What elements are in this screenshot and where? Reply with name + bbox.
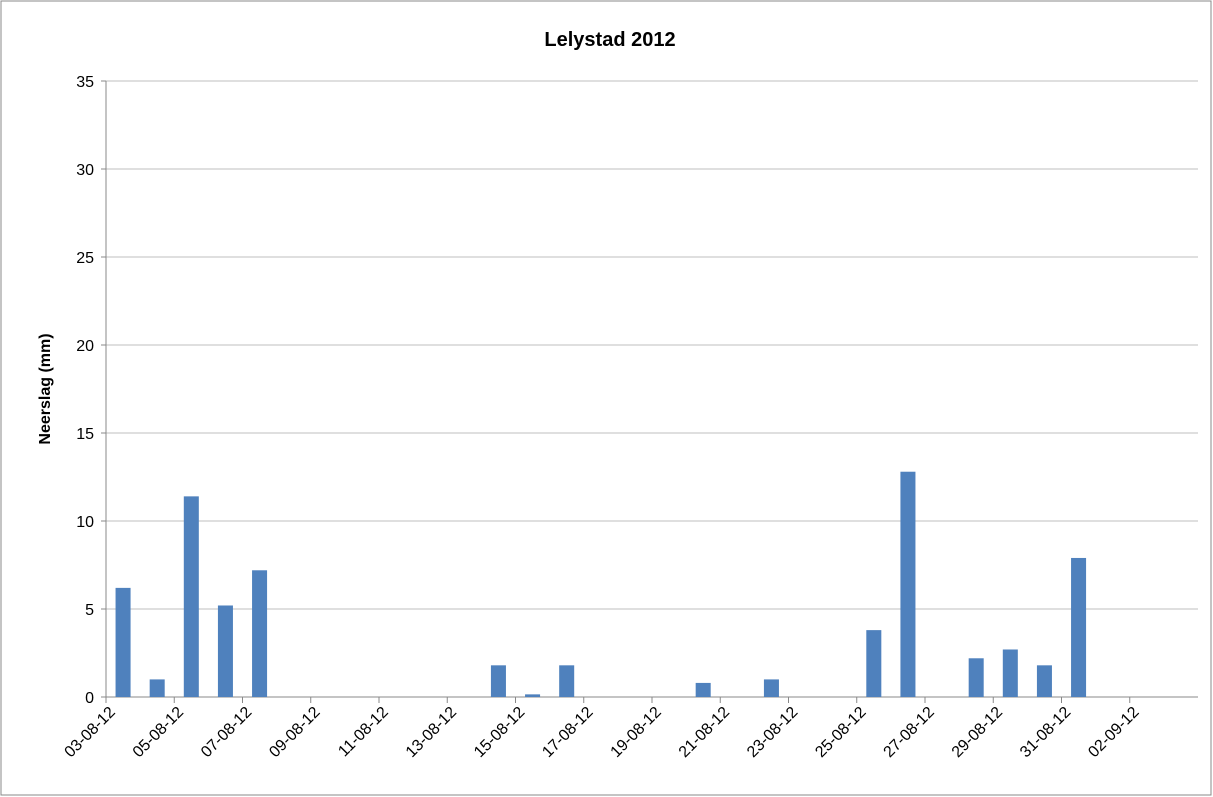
y-tick-label: 20: [76, 338, 94, 355]
bar: [217, 605, 233, 697]
bar: [115, 587, 131, 697]
bar: [183, 496, 199, 697]
bar: [695, 682, 711, 697]
y-tick-label: 10: [76, 514, 94, 531]
bar: [149, 679, 165, 697]
y-tick-label: 30: [76, 162, 94, 179]
bar: [559, 665, 575, 697]
chart-title: Lelystad 2012: [544, 29, 675, 51]
bar: [763, 679, 779, 697]
bar: [1071, 557, 1087, 697]
bar: [1002, 649, 1018, 697]
y-tick-label: 15: [76, 426, 94, 443]
bar: [968, 658, 984, 697]
bar: [900, 471, 916, 697]
bar: [1036, 665, 1052, 697]
bar: [490, 665, 506, 697]
bar: [525, 694, 541, 697]
y-tick-label: 5: [85, 602, 94, 619]
bar: [252, 570, 268, 697]
y-tick-label: 0: [85, 690, 94, 707]
y-tick-label: 35: [76, 74, 94, 91]
bar: [866, 630, 882, 697]
y-axis-label: Neerslag (mm): [37, 333, 54, 444]
y-tick-label: 25: [76, 250, 94, 267]
